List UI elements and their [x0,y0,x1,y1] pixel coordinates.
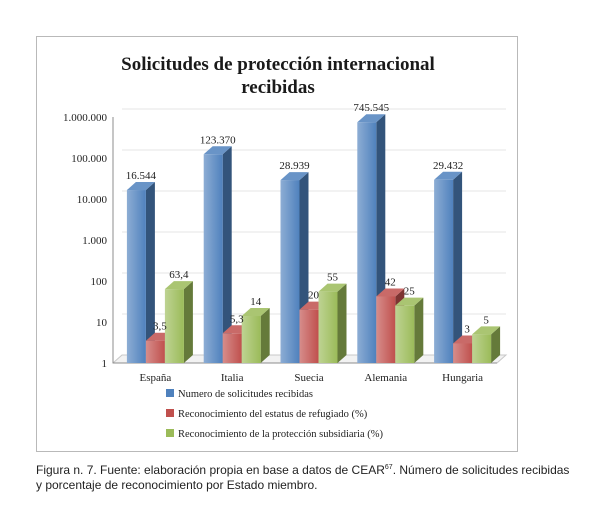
chart-title-line-1: Solicitudes de protección internacional [121,54,435,75]
data-label-2-2: 55 [327,272,339,284]
data-label-0-2: 28.939 [279,160,310,172]
y-tick-label: 100.000 [71,153,107,165]
bar-2-0 [164,281,193,363]
legend-label-1: Reconocimiento del estatus de refugiado … [178,409,368,420]
x-tick-label: Suecia [294,372,323,384]
data-label-0-0: 16.544 [126,170,157,182]
data-label-2-0: 63,4 [169,269,189,281]
data-label-1-3: 42 [385,276,396,288]
bar-2-3 [395,297,424,363]
y-tick-label: 1.000 [82,235,107,247]
bar-2-2 [318,283,347,363]
x-tick-label: Hungaria [442,372,483,384]
data-label-1-4: 3 [464,323,470,335]
legend-swatch-0 [166,389,174,397]
legend-label-2: Reconocimiento de la protección subsidia… [178,429,383,440]
chart: Solicitudes de protección internacional … [63,54,508,440]
x-tick-label: España [140,372,172,384]
data-label-2-1: 14 [250,296,262,308]
data-label-1-0: 3,5 [153,321,167,333]
bar-0-0 [126,182,155,363]
y-tick-label: 100 [91,276,108,288]
data-label-1-1: 5,3 [230,313,244,325]
legend-swatch-2 [166,429,174,437]
bar-0-1 [203,146,232,363]
chart-frame: Solicitudes de protección internacional … [36,36,518,452]
legend-swatch-1 [166,409,174,417]
caption-line-2: y porcentaje de reconocimiento por Estad… [36,478,318,492]
figure-caption: Figura n. 7. Fuente: elaboración propia … [36,463,596,493]
data-label-0-3: 745.545 [353,102,389,114]
data-label-1-2: 20 [308,290,320,302]
caption-footnote: 67 [384,464,393,471]
bar-2-1 [241,308,270,363]
y-tick-label: 1.000.000 [63,112,108,124]
legend-label-0: Numero de solicitudes recibidas [178,389,313,400]
data-label-0-1: 123.370 [200,134,236,146]
y-tick-label: 1 [102,358,108,370]
chart-title-line-2: recibidas [241,77,315,98]
data-label-2-3: 25 [404,286,416,298]
caption-suffix: . Número de solicitudes recibidas [392,463,570,477]
data-label-0-4: 29.432 [433,160,463,172]
bar-0-4 [434,171,463,363]
x-tick-label: Alemania [364,372,407,384]
y-tick-label: 10 [96,317,108,329]
y-tick-label: 10.000 [77,194,108,206]
bar-2-4 [472,326,501,363]
caption-prefix: Figura n. 7. Fuente: elaboración propia … [36,463,385,477]
data-label-2-4: 5 [483,314,489,326]
x-tick-label: Italia [221,372,244,384]
